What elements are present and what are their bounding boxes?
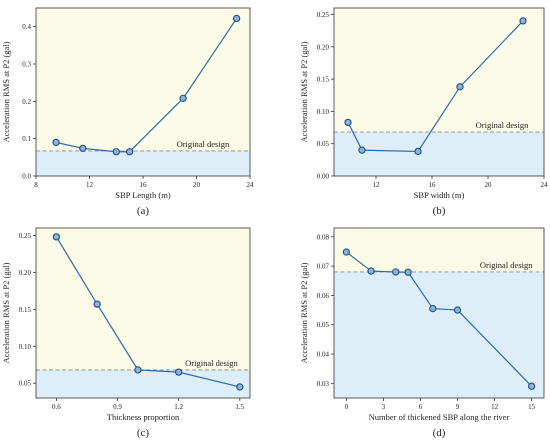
data-point: [429, 304, 437, 313]
y-axis-label: Acceleration RMS at P2 (gal): [299, 262, 309, 363]
y-tick-label: 0.25: [317, 11, 330, 19]
below-original-design-band: [36, 369, 250, 398]
data-point: [236, 383, 244, 391]
x-tick-label: 6: [419, 403, 423, 411]
x-axis-label: SBP width (m): [414, 190, 465, 200]
x-axis-label: Thickness proportion: [107, 412, 180, 422]
below-original-design-band: [36, 150, 250, 176]
y-tick-label: 0.0: [22, 173, 31, 181]
y-axis-label: Acceleration RMS at P2 (gal): [1, 41, 11, 142]
x-tick-label: 16: [140, 181, 148, 189]
original-design-label: Original design: [177, 139, 230, 149]
data-point: [414, 147, 422, 156]
chart-panel-a: Original design 8 12 16 20 24 0.0 0.1 0.2 0.3 0.4 S…: [1, 7, 255, 217]
plot-frame: [333, 227, 545, 399]
data-point: [527, 382, 536, 390]
y-tick-label: 0.07: [317, 263, 330, 271]
y-axis-label: Acceleration RMS at P2 (gal): [299, 41, 309, 142]
y-tick-label: 0.3: [22, 61, 31, 69]
y-tick-label: 0.4: [22, 23, 31, 31]
data-point: [358, 146, 366, 154]
chart-panel-c: Original design 0.6 0.9 1.2 1.5 0.05 0.10 0.15 0…: [1, 227, 251, 439]
y-tick-label: 0.04: [317, 351, 330, 359]
x-tick-label: 20: [193, 181, 201, 189]
y-tick-label: 0.25: [19, 232, 32, 240]
data-point: [392, 268, 400, 276]
x-tick-label: 0.6: [52, 403, 61, 411]
x-tick-label: 0: [345, 403, 349, 411]
y-axis-label: Acceleration RMS at P2 (gal): [1, 262, 11, 363]
x-tick-label: 12: [491, 403, 499, 411]
data-point: [52, 233, 61, 241]
y-tick-label: 0.15: [317, 76, 330, 84]
x-tick-label: 3: [382, 403, 386, 411]
y-tick-label: 0.2: [22, 98, 31, 106]
data-point: [342, 248, 351, 256]
y-tick-label: 0.03: [317, 380, 330, 388]
x-tick-label: 12: [373, 181, 381, 189]
data-point: [232, 14, 241, 23]
x-axis-label: SBP Length (m): [115, 190, 171, 200]
x-tick-label: 1.5: [235, 403, 244, 411]
y-tick-label: 0.00: [317, 173, 330, 181]
data-point: [344, 118, 352, 127]
series-line: [55, 18, 238, 153]
data-point: [125, 148, 134, 156]
data-point: [134, 366, 142, 374]
x-tick-label: 0.9: [113, 403, 122, 411]
data-point: [52, 138, 60, 147]
data-point: [112, 148, 120, 156]
data-point: [79, 144, 87, 153]
x-tick-label: 24: [541, 181, 549, 189]
y-tick-label: 0.08: [317, 233, 330, 241]
y-tick-label: 0.05: [317, 321, 330, 329]
panel-label: (d): [433, 427, 446, 439]
original-design-label: Original design: [476, 120, 529, 130]
x-axis-label: Number of thickened SBP along the river: [369, 412, 510, 422]
x-tick-label: 1.2: [174, 403, 183, 411]
data-point: [519, 17, 527, 25]
data-point: [404, 268, 412, 276]
data-point: [175, 368, 183, 376]
plot-frame: [333, 7, 545, 177]
data-point: [456, 83, 464, 91]
plot-area: [36, 8, 250, 176]
y-tick-label: 0.15: [19, 306, 32, 314]
chart-panel-b: Original design 12 16 20 24 0.00 0.05 0.10 0.15 0…: [299, 7, 549, 217]
x-tick-label: 20: [485, 181, 493, 189]
x-tick-label: 12: [86, 181, 94, 189]
below-original-design-band: [334, 132, 544, 176]
data-point: [93, 300, 101, 308]
x-tick-label: 9: [456, 403, 460, 411]
x-tick-label: 8: [34, 181, 38, 189]
y-tick-label: 0.05: [317, 140, 330, 148]
y-tick-label: 0.1: [22, 135, 31, 143]
panel-label: (c): [137, 427, 150, 439]
data-point: [179, 94, 187, 102]
y-tick-label: 0.20: [317, 43, 330, 51]
data-point: [453, 306, 462, 314]
panel-label: (a): [137, 205, 150, 217]
chart-panel-d: Original design 0 3 6 9 12 15 0.03 0.04 0.05 0.06 0…: [299, 227, 545, 439]
original-design-label: Original design: [480, 260, 533, 270]
original-design-label: Original design: [185, 358, 238, 368]
below-original-design-band: [334, 271, 544, 398]
y-tick-label: 0.06: [317, 292, 330, 300]
y-tick-label: 0.10: [19, 343, 32, 351]
plot-frame: [35, 227, 251, 399]
y-tick-label: 0.20: [19, 269, 32, 277]
data-point: [367, 267, 375, 275]
x-tick-label: 15: [528, 403, 536, 411]
x-tick-label: 24: [247, 181, 255, 189]
y-tick-label: 0.05: [19, 380, 32, 388]
y-tick-label: 0.10: [317, 108, 330, 116]
panel-label: (b): [433, 205, 446, 217]
x-tick-label: 16: [429, 181, 437, 189]
